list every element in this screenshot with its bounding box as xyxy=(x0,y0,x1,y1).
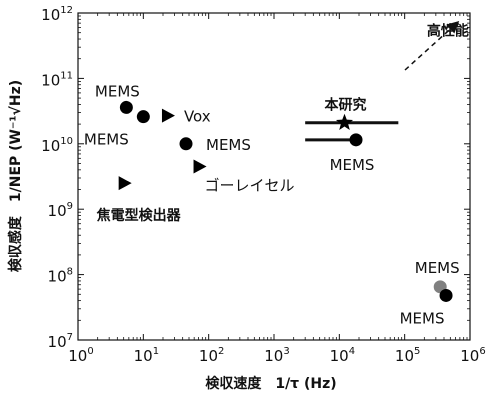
point-label: 本研究 xyxy=(325,97,367,114)
data-points xyxy=(118,100,453,302)
y-tick-label: 107 xyxy=(48,332,73,351)
data-point-triangle xyxy=(118,176,132,191)
data-point-circle xyxy=(136,110,150,124)
x-tick-label: 104 xyxy=(330,346,355,365)
x-tick-label: 106 xyxy=(460,346,485,365)
x-tick-label: 103 xyxy=(264,346,289,365)
x-axis-ticks: 100 101 102 103 104 105 106 xyxy=(68,13,486,365)
data-point-triangle xyxy=(161,108,175,123)
data-point-circle xyxy=(349,133,363,147)
data-point-circle xyxy=(179,137,193,151)
y-tick-label: 1012 xyxy=(41,5,73,24)
data-point-circle xyxy=(439,288,453,302)
point-label: MEMS xyxy=(206,136,251,154)
error-bars xyxy=(305,121,399,142)
performance-arrow xyxy=(404,20,460,71)
point-label: MEMS xyxy=(95,82,140,100)
x-tick-label: 101 xyxy=(134,346,159,365)
data-point-triangle xyxy=(193,159,207,174)
x-axis-label: 検収速度 1/τ (Hz) xyxy=(205,375,336,392)
point-label: MEMS xyxy=(330,156,375,174)
point-label: MEMS xyxy=(400,309,445,327)
point-label: MEMS xyxy=(415,259,460,277)
y-tick-label: 1011 xyxy=(41,70,73,89)
x-tick-label: 100 xyxy=(68,346,93,365)
point-label: ゴーレイセル xyxy=(205,176,295,194)
x-tick-label: 105 xyxy=(395,346,420,365)
y-axis-label: 検収感度 1/NEP (W⁻¹√Hz) xyxy=(7,80,24,272)
data-point-circle xyxy=(119,100,133,114)
point-label: 焦電型検出器 xyxy=(96,207,182,224)
y-tick-label: 108 xyxy=(48,267,73,286)
point-label: Vox xyxy=(184,108,211,126)
y-tick-label: 109 xyxy=(48,201,73,220)
x-tick-label: 102 xyxy=(199,346,224,365)
y-tick-label: 1010 xyxy=(41,136,73,155)
data-point-star xyxy=(335,113,354,131)
y-axis-ticks: 107 108 109 1010 1011 1012 xyxy=(41,5,470,351)
point-label: MEMS xyxy=(84,131,129,149)
